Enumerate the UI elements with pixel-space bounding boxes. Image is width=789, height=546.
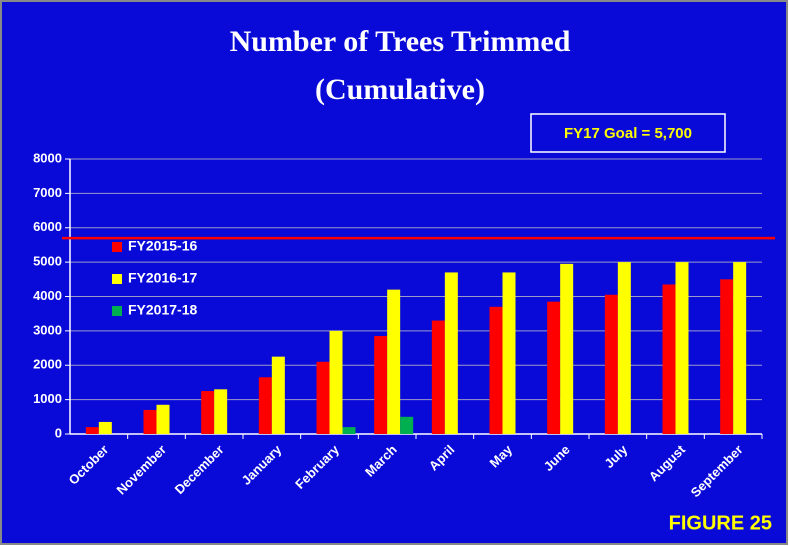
bar [156,404,170,434]
bar [258,377,272,434]
legend-swatch [112,306,122,316]
bar [214,389,228,434]
legend-label: FY2015-16 [128,238,197,254]
legend-swatch [112,274,122,284]
bar [316,361,330,434]
bar [400,416,414,434]
legend-swatch [112,242,122,252]
y-tick-label: 3000 [33,322,62,337]
y-tick-label: 4000 [33,288,62,303]
bar [329,330,343,434]
chart-title: Number of Trees Trimmed [230,25,571,58]
y-tick-label: 7000 [33,185,62,200]
legend-label: FY2017-18 [128,302,197,318]
bar [387,289,401,434]
bar [720,279,734,434]
bar [85,427,99,434]
chart-subtitle: (Cumulative) [315,73,485,106]
legend-label: FY2016-17 [128,270,197,286]
bar [675,262,689,434]
y-tick-label: 1000 [33,391,62,406]
annotation-box [530,113,726,153]
bar [662,284,676,434]
bar [617,262,631,434]
bar [444,272,458,434]
bar [374,336,388,434]
y-tick-label: 6000 [33,219,62,234]
bar [98,421,112,434]
y-tick-label: 0 [55,425,62,440]
bar [143,409,157,434]
bar [560,263,574,434]
bar [604,294,618,434]
figure-label: FIGURE 25 [669,512,772,534]
annotation: FY17 Goal = 5,700 [564,125,692,142]
y-tick-label: 5000 [33,254,62,269]
bar [431,320,445,434]
bar [342,427,356,434]
bar [733,262,747,434]
bar [502,272,516,434]
bar [489,306,503,434]
bar [201,391,215,434]
y-tick-label: 2000 [33,357,62,372]
bar [271,356,285,434]
y-tick-label: 8000 [33,150,62,165]
bar [547,301,561,434]
